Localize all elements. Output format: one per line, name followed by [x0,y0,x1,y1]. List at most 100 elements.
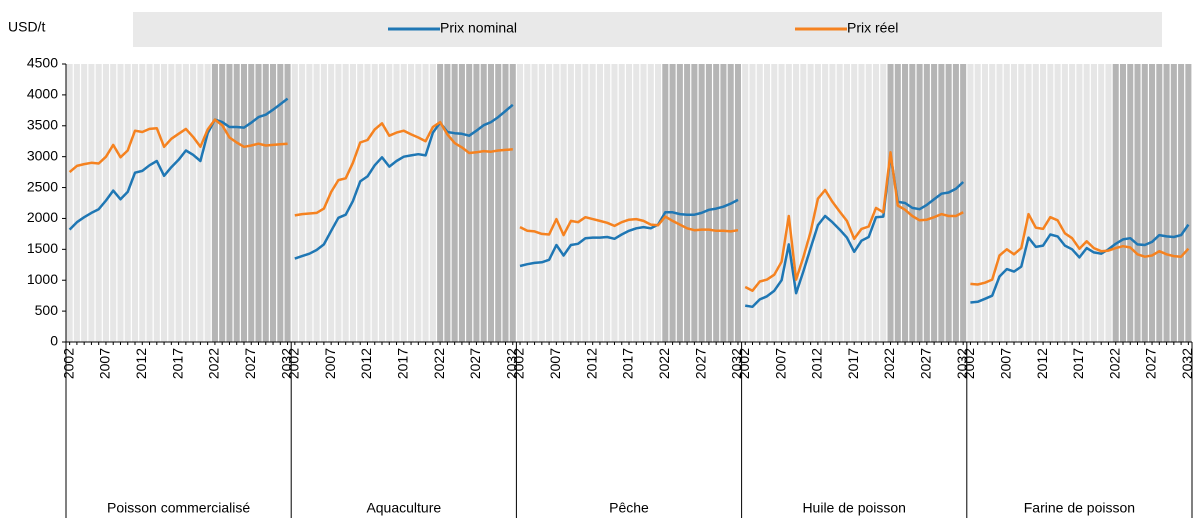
year-stripe [139,64,146,342]
year-stripe [1090,64,1097,342]
year-stripe [843,64,850,342]
year-stripe [291,64,298,342]
year-stripe [95,64,102,342]
year-stripe [771,64,778,342]
year-stripe [996,64,1003,342]
x-tick-label: 2007 [547,348,563,379]
projection-stripe [952,64,959,342]
year-stripe [153,64,160,342]
year-stripe [422,64,429,342]
year-stripe [807,64,814,342]
projection-stripe [211,64,218,342]
x-tick-label: 2032 [278,348,294,379]
projection-stripe [1178,64,1185,342]
projection-stripe [713,64,720,342]
projection-stripe [226,64,233,342]
x-tick-label: 2017 [1070,348,1086,379]
projection-stripe [1141,64,1148,342]
projection-stripe [451,64,458,342]
year-stripe [851,64,858,342]
x-tick-label: 2027 [918,348,934,379]
projection-stripe [1134,64,1141,342]
year-stripe [168,64,175,342]
year-stripe [778,64,785,342]
x-tick-label: 2022 [1106,348,1122,379]
year-stripe [124,64,131,342]
projection-stripe [495,64,502,342]
x-tick-label: 2032 [1179,348,1195,379]
projection-stripe [909,64,916,342]
year-stripe [102,64,109,342]
projection-stripe [923,64,930,342]
year-stripe [204,64,211,342]
year-stripe [299,64,306,342]
year-stripe [611,64,618,342]
series-line [68,118,288,174]
series-line [970,212,1190,286]
year-stripe [989,64,996,342]
x-tick-label: 2012 [583,348,599,379]
year-stripe [1076,64,1083,342]
year-stripe [88,64,95,342]
year-stripe [872,64,880,342]
year-stripe [567,64,574,342]
projection-stripe [487,64,495,342]
x-tick-label: 2017 [620,348,636,379]
year-stripe [1047,64,1054,342]
projection-stripe [1149,64,1156,342]
year-stripe [1010,64,1018,342]
year-stripe [589,64,596,342]
panel-label: Aquaculture [366,500,441,516]
projection-stripe [669,64,676,342]
y-tick-label: 3000 [27,147,58,163]
year-stripe [575,64,582,342]
year-stripe [393,64,400,342]
x-tick-label: 2002 [511,348,527,379]
year-stripe [967,64,974,342]
y-tick-label: 0 [50,333,58,349]
series-line [294,103,514,260]
projection-stripe [931,64,938,342]
year-stripe [429,64,436,342]
year-stripe [1025,64,1032,342]
year-stripe [182,64,189,342]
projection-stripe [1127,64,1134,342]
legend-label: Prix réel [847,20,898,36]
year-stripe [756,64,763,342]
year-stripe [1018,64,1025,342]
year-stripe [335,64,342,342]
x-tick-label: 2022 [431,348,447,379]
year-stripe [73,64,80,342]
projection-stripe [277,64,284,342]
projection-stripe [887,64,894,342]
year-stripe [553,64,560,342]
year-stripe [1061,64,1068,342]
year-stripe [1032,64,1039,342]
year-stripe [161,64,168,342]
x-tick-label: 2012 [1034,348,1050,379]
year-stripe [531,64,538,342]
panel-label: Huile de poisson [802,500,906,516]
y-tick-label: 500 [35,302,59,318]
x-tick-label: 2007 [322,348,338,379]
year-stripe [538,64,545,342]
y-axis-label: USD/t [8,19,45,35]
panel-label: Farine de poisson [1024,500,1135,516]
projection-stripe [698,64,705,342]
year-stripe [546,64,553,342]
x-tick-label: 2027 [1143,348,1159,379]
year-stripe [175,64,182,342]
year-stripe [647,64,654,342]
x-tick-label: 2012 [358,348,374,379]
projection-stripe [233,64,240,342]
projection-stripe [1170,64,1177,342]
year-stripe [785,64,792,342]
x-tick-label: 2007 [97,348,113,379]
x-tick-label: 2022 [656,348,672,379]
year-stripe [582,64,589,342]
year-stripe [131,64,139,342]
projection-stripe [480,64,487,342]
year-stripe [81,64,88,342]
projection-stripe [1156,64,1163,342]
